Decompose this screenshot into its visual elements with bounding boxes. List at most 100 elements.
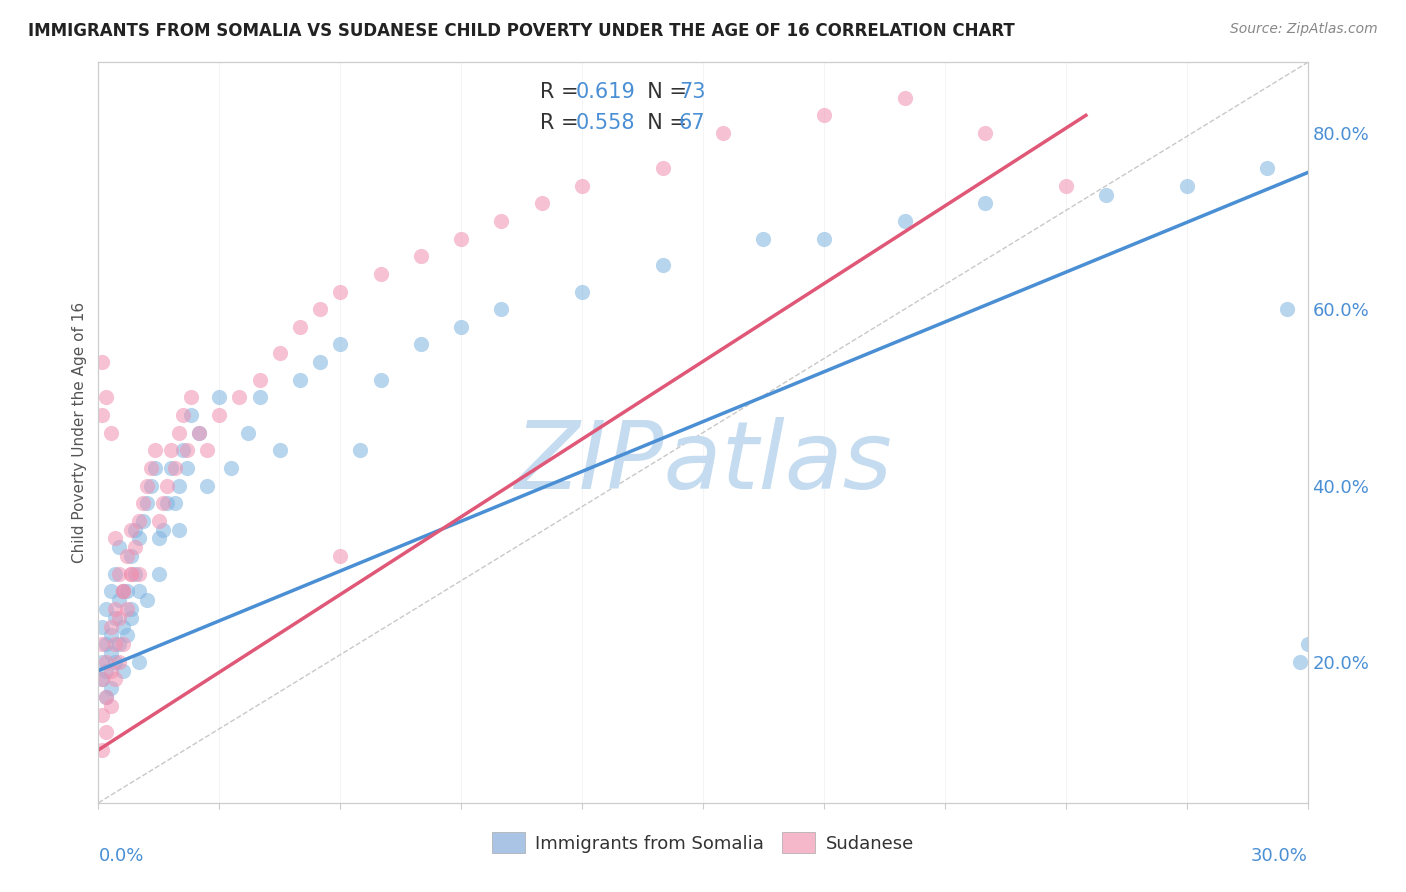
- Point: [107, 540, 129, 554]
- Point: [172, 443, 194, 458]
- Point: [329, 549, 352, 563]
- Point: [96, 725, 118, 739]
- Point: [96, 690, 118, 704]
- Point: [115, 584, 138, 599]
- Point: [100, 681, 122, 696]
- Point: [115, 549, 138, 563]
- Point: [143, 443, 166, 458]
- Point: [103, 566, 125, 581]
- Point: [208, 390, 231, 404]
- Point: [163, 461, 186, 475]
- Point: [1277, 302, 1299, 317]
- Point: [96, 655, 118, 669]
- Text: 0.619: 0.619: [576, 82, 636, 102]
- Point: [143, 461, 166, 475]
- Point: [195, 478, 218, 492]
- Point: [152, 496, 174, 510]
- Point: [120, 566, 142, 581]
- Point: [107, 593, 129, 607]
- Point: [91, 707, 114, 722]
- Point: [571, 178, 593, 193]
- Point: [236, 425, 259, 440]
- Point: [103, 673, 125, 687]
- Point: [96, 602, 118, 616]
- Text: IMMIGRANTS FROM SOMALIA VS SUDANESE CHILD POVERTY UNDER THE AGE OF 16 CORRELATIO: IMMIGRANTS FROM SOMALIA VS SUDANESE CHIL…: [28, 22, 1015, 40]
- Point: [115, 628, 138, 642]
- Point: [111, 664, 134, 678]
- Point: [91, 619, 114, 633]
- Point: [195, 443, 218, 458]
- Point: [167, 523, 190, 537]
- Point: [450, 232, 472, 246]
- Point: [128, 584, 150, 599]
- Text: 30.0%: 30.0%: [1251, 847, 1308, 865]
- Point: [651, 258, 673, 272]
- Point: [491, 214, 513, 228]
- Point: [269, 346, 291, 360]
- Point: [249, 390, 271, 404]
- Point: [974, 126, 997, 140]
- Point: [91, 743, 114, 757]
- Point: [100, 664, 122, 678]
- Point: [752, 232, 775, 246]
- Point: [450, 319, 472, 334]
- Point: [100, 628, 122, 642]
- Point: [91, 655, 114, 669]
- Text: 0.0%: 0.0%: [98, 847, 143, 865]
- Point: [120, 610, 142, 624]
- Point: [349, 443, 371, 458]
- Point: [1054, 178, 1077, 193]
- Point: [188, 425, 211, 440]
- Point: [124, 523, 146, 537]
- Point: [111, 619, 134, 633]
- Point: [160, 443, 183, 458]
- Point: [409, 249, 432, 263]
- Y-axis label: Child Poverty Under the Age of 16: Child Poverty Under the Age of 16: [72, 302, 87, 563]
- Point: [163, 496, 186, 510]
- Point: [111, 584, 134, 599]
- Point: [269, 443, 291, 458]
- Point: [188, 425, 211, 440]
- Point: [288, 319, 311, 334]
- Point: [120, 523, 142, 537]
- Point: [156, 496, 179, 510]
- Point: [329, 285, 352, 299]
- Point: [96, 637, 118, 651]
- Point: [893, 214, 915, 228]
- Point: [128, 532, 150, 546]
- Point: [120, 549, 142, 563]
- Point: [124, 566, 146, 581]
- Point: [309, 302, 332, 317]
- Point: [91, 355, 114, 369]
- Point: [288, 373, 311, 387]
- Point: [813, 232, 835, 246]
- Text: 73: 73: [679, 82, 706, 102]
- Point: [100, 425, 122, 440]
- Point: [148, 514, 170, 528]
- Point: [711, 126, 734, 140]
- Point: [100, 698, 122, 713]
- Legend: Immigrants from Somalia, Sudanese: Immigrants from Somalia, Sudanese: [485, 825, 921, 861]
- Point: [107, 610, 129, 624]
- Point: [103, 602, 125, 616]
- Text: ZIPatlas: ZIPatlas: [515, 417, 891, 508]
- Point: [139, 478, 162, 492]
- Point: [156, 478, 179, 492]
- Point: [100, 584, 122, 599]
- Point: [180, 408, 202, 422]
- Point: [103, 610, 125, 624]
- Point: [172, 408, 194, 422]
- Point: [96, 690, 118, 704]
- Point: [103, 655, 125, 669]
- Point: [571, 285, 593, 299]
- Point: [96, 390, 118, 404]
- Point: [103, 532, 125, 546]
- Point: [91, 673, 114, 687]
- Point: [148, 566, 170, 581]
- Point: [176, 461, 198, 475]
- Point: [160, 461, 183, 475]
- Point: [91, 408, 114, 422]
- Point: [370, 373, 392, 387]
- Point: [167, 478, 190, 492]
- Point: [124, 540, 146, 554]
